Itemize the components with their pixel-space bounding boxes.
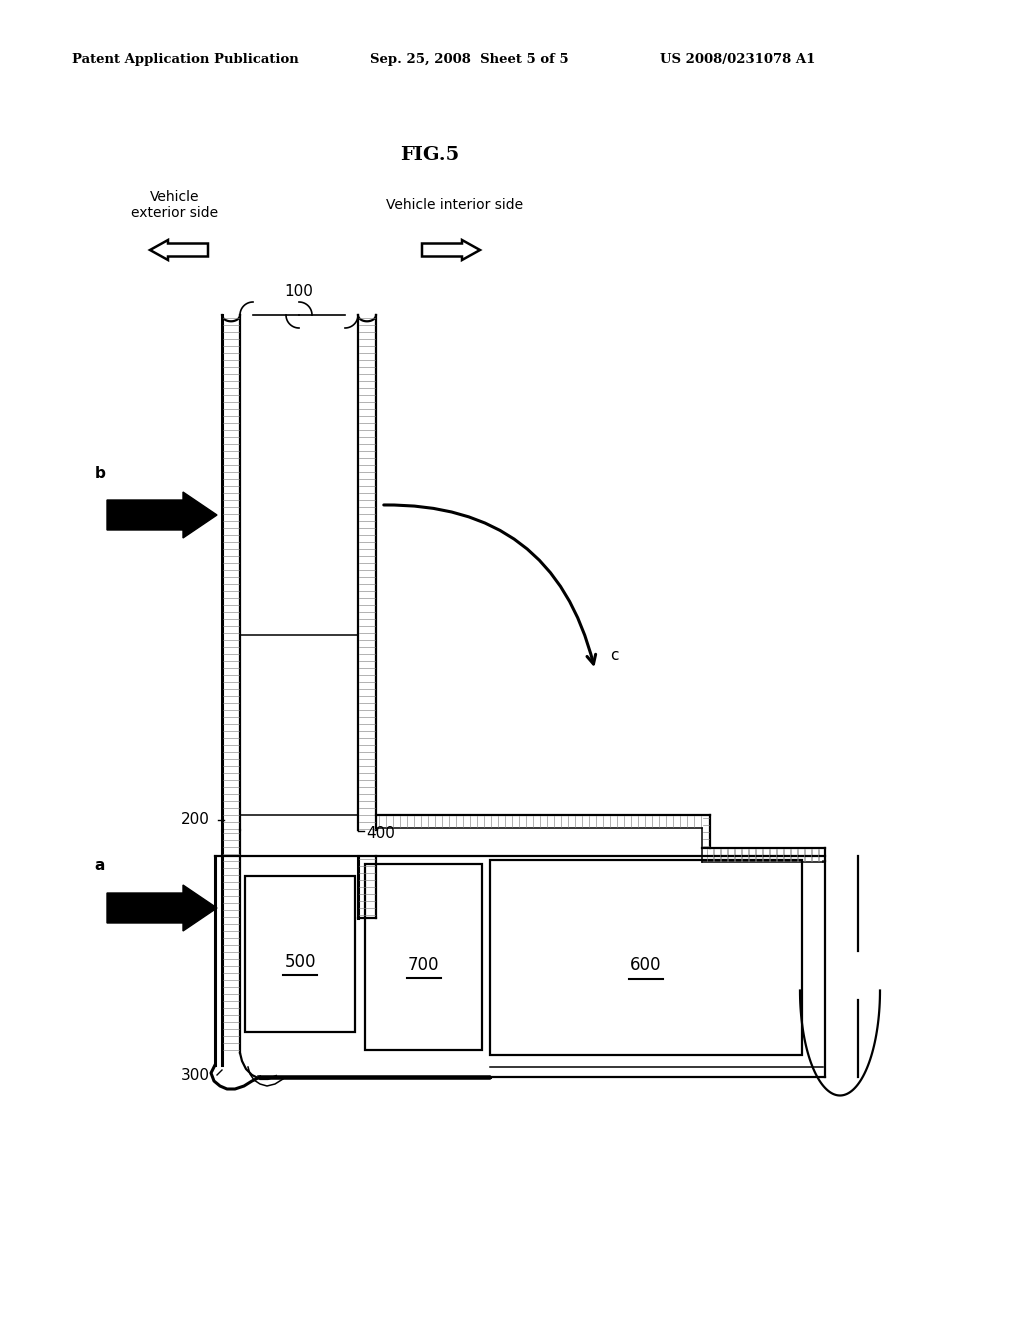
Text: c: c (610, 648, 618, 663)
Text: Patent Application Publication: Patent Application Publication (72, 54, 299, 66)
Bar (245, 876, 355, 1032)
Text: US 2008/0231078 A1: US 2008/0231078 A1 (660, 54, 815, 66)
Bar (490, 861, 802, 1055)
Text: 300: 300 (181, 1068, 210, 1082)
Text: 700: 700 (408, 956, 439, 974)
Text: 400: 400 (366, 825, 395, 841)
FancyArrow shape (422, 240, 480, 260)
FancyArrow shape (106, 492, 217, 539)
Text: Vehicle
exterior side: Vehicle exterior side (131, 190, 218, 220)
Text: Sep. 25, 2008  Sheet 5 of 5: Sep. 25, 2008 Sheet 5 of 5 (370, 54, 568, 66)
Text: b: b (94, 466, 105, 480)
FancyArrow shape (106, 884, 217, 931)
Text: FIG.5: FIG.5 (400, 147, 460, 164)
Text: 100: 100 (285, 284, 313, 300)
Text: 200: 200 (181, 813, 210, 828)
Text: 600: 600 (630, 957, 662, 974)
Text: Vehicle interior side: Vehicle interior side (386, 198, 523, 213)
Bar (240, 635, 358, 814)
Bar (365, 865, 482, 1049)
Text: a: a (95, 858, 105, 874)
Text: 500: 500 (285, 953, 315, 972)
FancyArrow shape (150, 240, 208, 260)
